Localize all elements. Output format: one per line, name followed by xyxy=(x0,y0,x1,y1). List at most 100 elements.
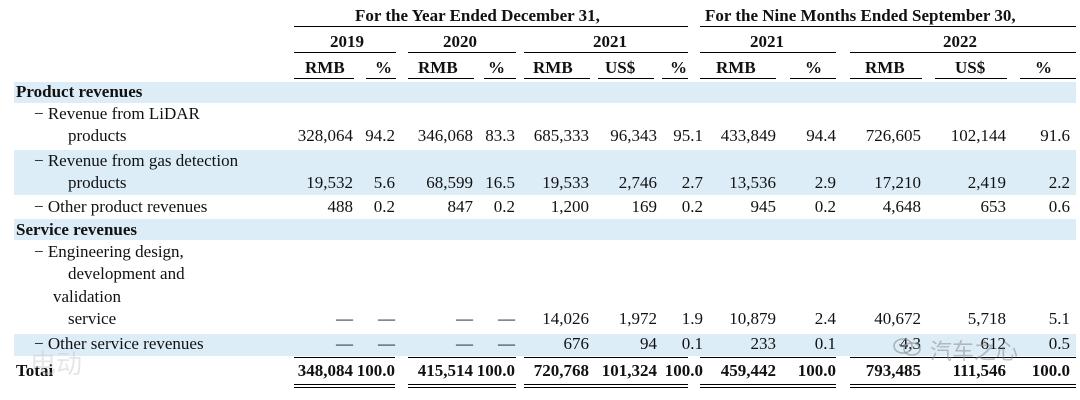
unit-underline-9 xyxy=(790,78,836,79)
cell-lidar-pct-2019: 94.2 xyxy=(365,126,395,145)
cell-gas-pct-2022: 2.2 xyxy=(1048,173,1070,192)
cell-engineering-usd-2021: 1,972 xyxy=(618,309,657,328)
unit-underline-12 xyxy=(1020,78,1076,79)
cell-other-product-rmb-2021-nm: 945 xyxy=(750,197,777,216)
cell-lidar-rmb-2019: 328,064 xyxy=(297,126,353,145)
cell-other-product-pct-2021: 0.2 xyxy=(681,197,703,216)
year-2020-underline xyxy=(408,52,516,53)
row-lidar-label-line2: products xyxy=(68,126,127,145)
cell-lidar-pct-2021-nm: 94.4 xyxy=(806,126,836,145)
total-rule-1-0 xyxy=(408,357,516,358)
unit-rmb-2022: RMB xyxy=(865,58,905,77)
cell-other-service-usd-2021: 94 xyxy=(640,334,657,353)
row-engineering-label-line4: service xyxy=(68,309,117,328)
year-2022-underline xyxy=(850,52,1076,53)
unit-underline-8 xyxy=(700,78,776,79)
cell-other-product-pct-2021-nm: 0.2 xyxy=(814,197,836,216)
cell-engineering-usd-2022: 5,718 xyxy=(967,309,1006,328)
cell-other-service-rmb-2020: — xyxy=(456,334,473,353)
cell-other-service-rmb-2021: 676 xyxy=(563,334,590,353)
section-service-revenues: Service revenues xyxy=(16,220,138,239)
cell-gas-rmb-2020: 68,599 xyxy=(426,173,473,192)
year-2021-full-underline xyxy=(524,52,688,53)
year-2022: 2022 xyxy=(943,32,977,51)
row-other-product-label: − Other product revenues xyxy=(34,197,208,216)
cell-other-product-rmb-2021: 1,200 xyxy=(550,197,589,216)
total-rmb-2022: 793,485 xyxy=(865,361,921,380)
cell-lidar-rmb-2020: 346,068 xyxy=(417,126,473,145)
total-rule-1-2 xyxy=(408,387,516,388)
unit-usd-2021: US$ xyxy=(605,58,636,77)
total-rule-1-1 xyxy=(408,384,516,385)
cell-engineering-pct-2019: — xyxy=(378,309,395,328)
year-2021-full: 2021 xyxy=(593,32,627,51)
unit-rmb-2021: RMB xyxy=(533,58,573,77)
cell-lidar-pct-2021: 95.1 xyxy=(673,126,703,145)
unit-pct-2021-nm: % xyxy=(805,58,822,77)
cell-engineering-pct-2022: 5.1 xyxy=(1048,309,1070,328)
cell-other-product-pct-2022: 0.6 xyxy=(1048,197,1070,216)
year-2021-nine-months: 2021 xyxy=(750,32,784,51)
watermark-logo-icon xyxy=(892,335,922,359)
cell-engineering-rmb-2021: 14,026 xyxy=(542,309,589,328)
cell-other-product-rmb-2020: 847 xyxy=(447,197,474,216)
unit-underline-4 xyxy=(484,78,516,79)
unit-underline-3 xyxy=(408,78,474,79)
row-engineering-label-line2: development and xyxy=(68,264,185,283)
total-rule-3-1 xyxy=(700,384,836,385)
unit-rmb-2019: RMB xyxy=(305,58,345,77)
cell-gas-usd-2022: 2,419 xyxy=(967,173,1006,192)
total-rule-3-0 xyxy=(700,357,836,358)
cell-other-product-pct-2020: 0.2 xyxy=(493,197,515,216)
cell-other-service-usd-2022: 612 xyxy=(980,334,1007,353)
cell-gas-rmb-2021-nm: 13,536 xyxy=(729,173,776,192)
band-product-revenues xyxy=(14,82,1076,103)
total-rule-2-1 xyxy=(524,384,688,385)
cell-other-service-pct-2019: — xyxy=(378,334,395,353)
year-2020: 2020 xyxy=(443,32,477,51)
total-label: Totai xyxy=(16,361,54,380)
cell-lidar-rmb-2022: 726,605 xyxy=(865,126,921,145)
row-gas-label-line1: − Revenue from gas detection xyxy=(34,151,239,170)
cell-lidar-pct-2022: 91.6 xyxy=(1040,126,1070,145)
row-lidar-label-line1: − Revenue from LiDAR xyxy=(34,104,200,123)
total-pct-2021-nm: 100.0 xyxy=(797,361,836,380)
cell-lidar-pct-2020: 83.3 xyxy=(485,126,515,145)
cell-lidar-usd-2022: 102,144 xyxy=(950,126,1006,145)
total-rmb-2021: 720,768 xyxy=(533,361,589,380)
cell-other-product-rmb-2019: 488 xyxy=(327,197,354,216)
year-2021-nm-underline xyxy=(700,52,836,53)
watermark-left-text: 电动 xyxy=(30,350,83,380)
section-product-revenues: Product revenues xyxy=(16,82,143,101)
total-rmb-2021-nm: 459,442 xyxy=(720,361,776,380)
cell-engineering-pct-2021: 1.9 xyxy=(681,309,703,328)
total-rule-2-2 xyxy=(524,387,688,388)
cell-other-service-pct-2021: 0.1 xyxy=(681,334,703,353)
row-engineering-label-line3: validation xyxy=(53,287,121,306)
unit-pct-2019: % xyxy=(375,58,392,77)
total-rule-3-2 xyxy=(700,387,836,388)
total-rule-0-1 xyxy=(294,384,395,385)
band-gas-detection-row xyxy=(14,150,1076,195)
cell-lidar-usd-2021: 96,343 xyxy=(610,126,657,145)
total-rule-4-2 xyxy=(850,387,1076,388)
row-gas-label-line2: products xyxy=(68,173,127,192)
cell-gas-pct-2021-nm: 2.9 xyxy=(814,173,836,192)
total-pct-2022: 100.0 xyxy=(1031,361,1070,380)
total-rule-2-0 xyxy=(524,357,688,358)
unit-usd-2022: US$ xyxy=(955,58,986,77)
unit-pct-2021: % xyxy=(670,58,687,77)
total-rule-0-0 xyxy=(294,357,395,358)
cell-gas-rmb-2021: 19,533 xyxy=(542,173,589,192)
cell-gas-rmb-2022: 17,210 xyxy=(874,173,921,192)
total-pct-2020: 100.0 xyxy=(476,361,515,380)
total-usd-2022: 111,546 xyxy=(952,361,1006,380)
unit-underline-5 xyxy=(524,78,590,79)
row-other-service-label: − Other service revenues xyxy=(34,334,204,353)
row-engineering-label-line1: − Engineering design, xyxy=(34,242,184,261)
total-rmb-2019: 348,084 xyxy=(297,361,353,380)
unit-underline-1 xyxy=(294,78,354,79)
unit-underline-11 xyxy=(935,78,1007,79)
cell-gas-usd-2021: 2,746 xyxy=(618,173,657,192)
